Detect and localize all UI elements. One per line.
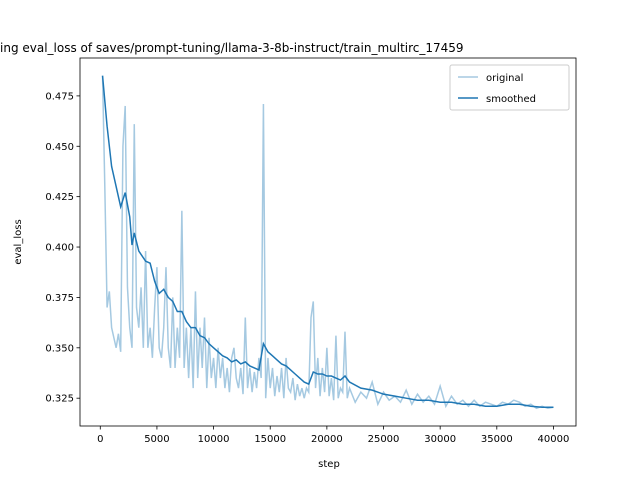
x-tick-label: 25000 bbox=[368, 434, 400, 445]
x-tick-label: 15000 bbox=[254, 434, 286, 445]
x-tick-label: 10000 bbox=[198, 434, 230, 445]
chart-title: ing eval_loss of saves/prompt-tuning/lla… bbox=[0, 41, 464, 55]
y-tick-label: 0.425 bbox=[45, 192, 74, 203]
plot-frame bbox=[79, 57, 577, 427]
y-axis-label: eval_loss bbox=[13, 219, 24, 264]
x-tick-label: 5000 bbox=[144, 434, 169, 445]
y-tick-label: 0.400 bbox=[45, 243, 74, 254]
x-tick-label: 30000 bbox=[424, 434, 456, 445]
x-tick-label: 0 bbox=[97, 434, 103, 445]
legend-label: smoothed bbox=[486, 94, 536, 105]
x-tick-label: 40000 bbox=[538, 434, 570, 445]
y-tick-label: 0.350 bbox=[45, 343, 74, 354]
x-axis-label: step bbox=[318, 459, 340, 470]
y-tick-label: 0.450 bbox=[45, 142, 74, 153]
y-tick-label: 0.325 bbox=[45, 394, 74, 405]
legend-box bbox=[449, 64, 570, 111]
y-tick-label: 0.475 bbox=[45, 91, 74, 102]
legend-label: original bbox=[486, 73, 523, 84]
series-line bbox=[101, 75, 554, 410]
y-tick-label: 0.375 bbox=[45, 293, 74, 304]
series-line bbox=[101, 75, 554, 409]
x-tick-label: 20000 bbox=[311, 434, 343, 445]
x-tick-label: 35000 bbox=[481, 434, 513, 445]
